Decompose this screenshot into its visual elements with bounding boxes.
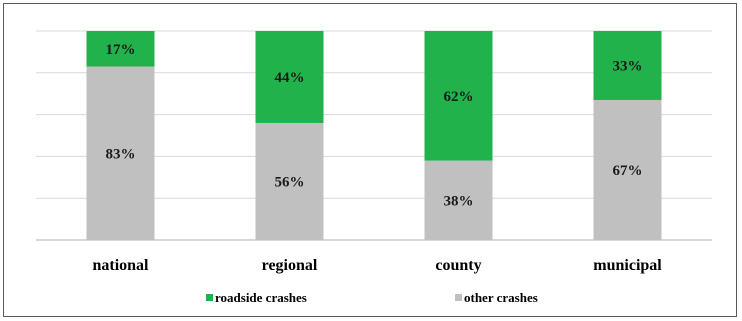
bar-national-other-crashes <box>86 66 155 240</box>
data-label-municipal-roadside-crashes: 33% <box>613 58 643 74</box>
data-label-national-other-crashes: 83% <box>106 146 136 162</box>
category-label-municipal: municipal <box>593 257 662 274</box>
category-label-county: county <box>435 257 481 274</box>
bars <box>86 31 662 240</box>
data-label-county-other-crashes: 38% <box>444 193 474 209</box>
data-label-municipal-other-crashes: 67% <box>613 163 643 179</box>
bar-regional-other-crashes <box>255 122 324 240</box>
bar-national-roadside-crashes <box>86 31 155 67</box>
bar-county-roadside-crashes <box>424 31 493 161</box>
legend-swatch-roadside-crashes <box>206 294 213 301</box>
bar-municipal-other-crashes <box>593 99 662 240</box>
data-label-regional-other-crashes: 56% <box>275 174 305 190</box>
category-label-national: national <box>92 257 149 274</box>
category-labels: national regional county municipal <box>92 257 662 274</box>
bar-county-other-crashes <box>424 160 493 240</box>
legend: roadside crashes other crashes <box>206 290 538 305</box>
bar-regional-roadside-crashes <box>255 31 324 123</box>
legend-swatch-other-crashes <box>455 294 462 301</box>
data-labels: 83% 17% 56% 44% 38% 62% 67% 33% <box>106 42 643 210</box>
data-label-national-roadside-crashes: 17% <box>106 42 136 58</box>
legend-label-roadside-crashes: roadside crashes <box>215 290 307 305</box>
data-label-regional-roadside-crashes: 44% <box>275 70 305 86</box>
data-label-county-roadside-crashes: 62% <box>444 89 474 105</box>
legend-label-other-crashes: other crashes <box>464 290 538 305</box>
bar-municipal-roadside-crashes <box>593 31 662 100</box>
category-label-regional: regional <box>262 257 318 274</box>
